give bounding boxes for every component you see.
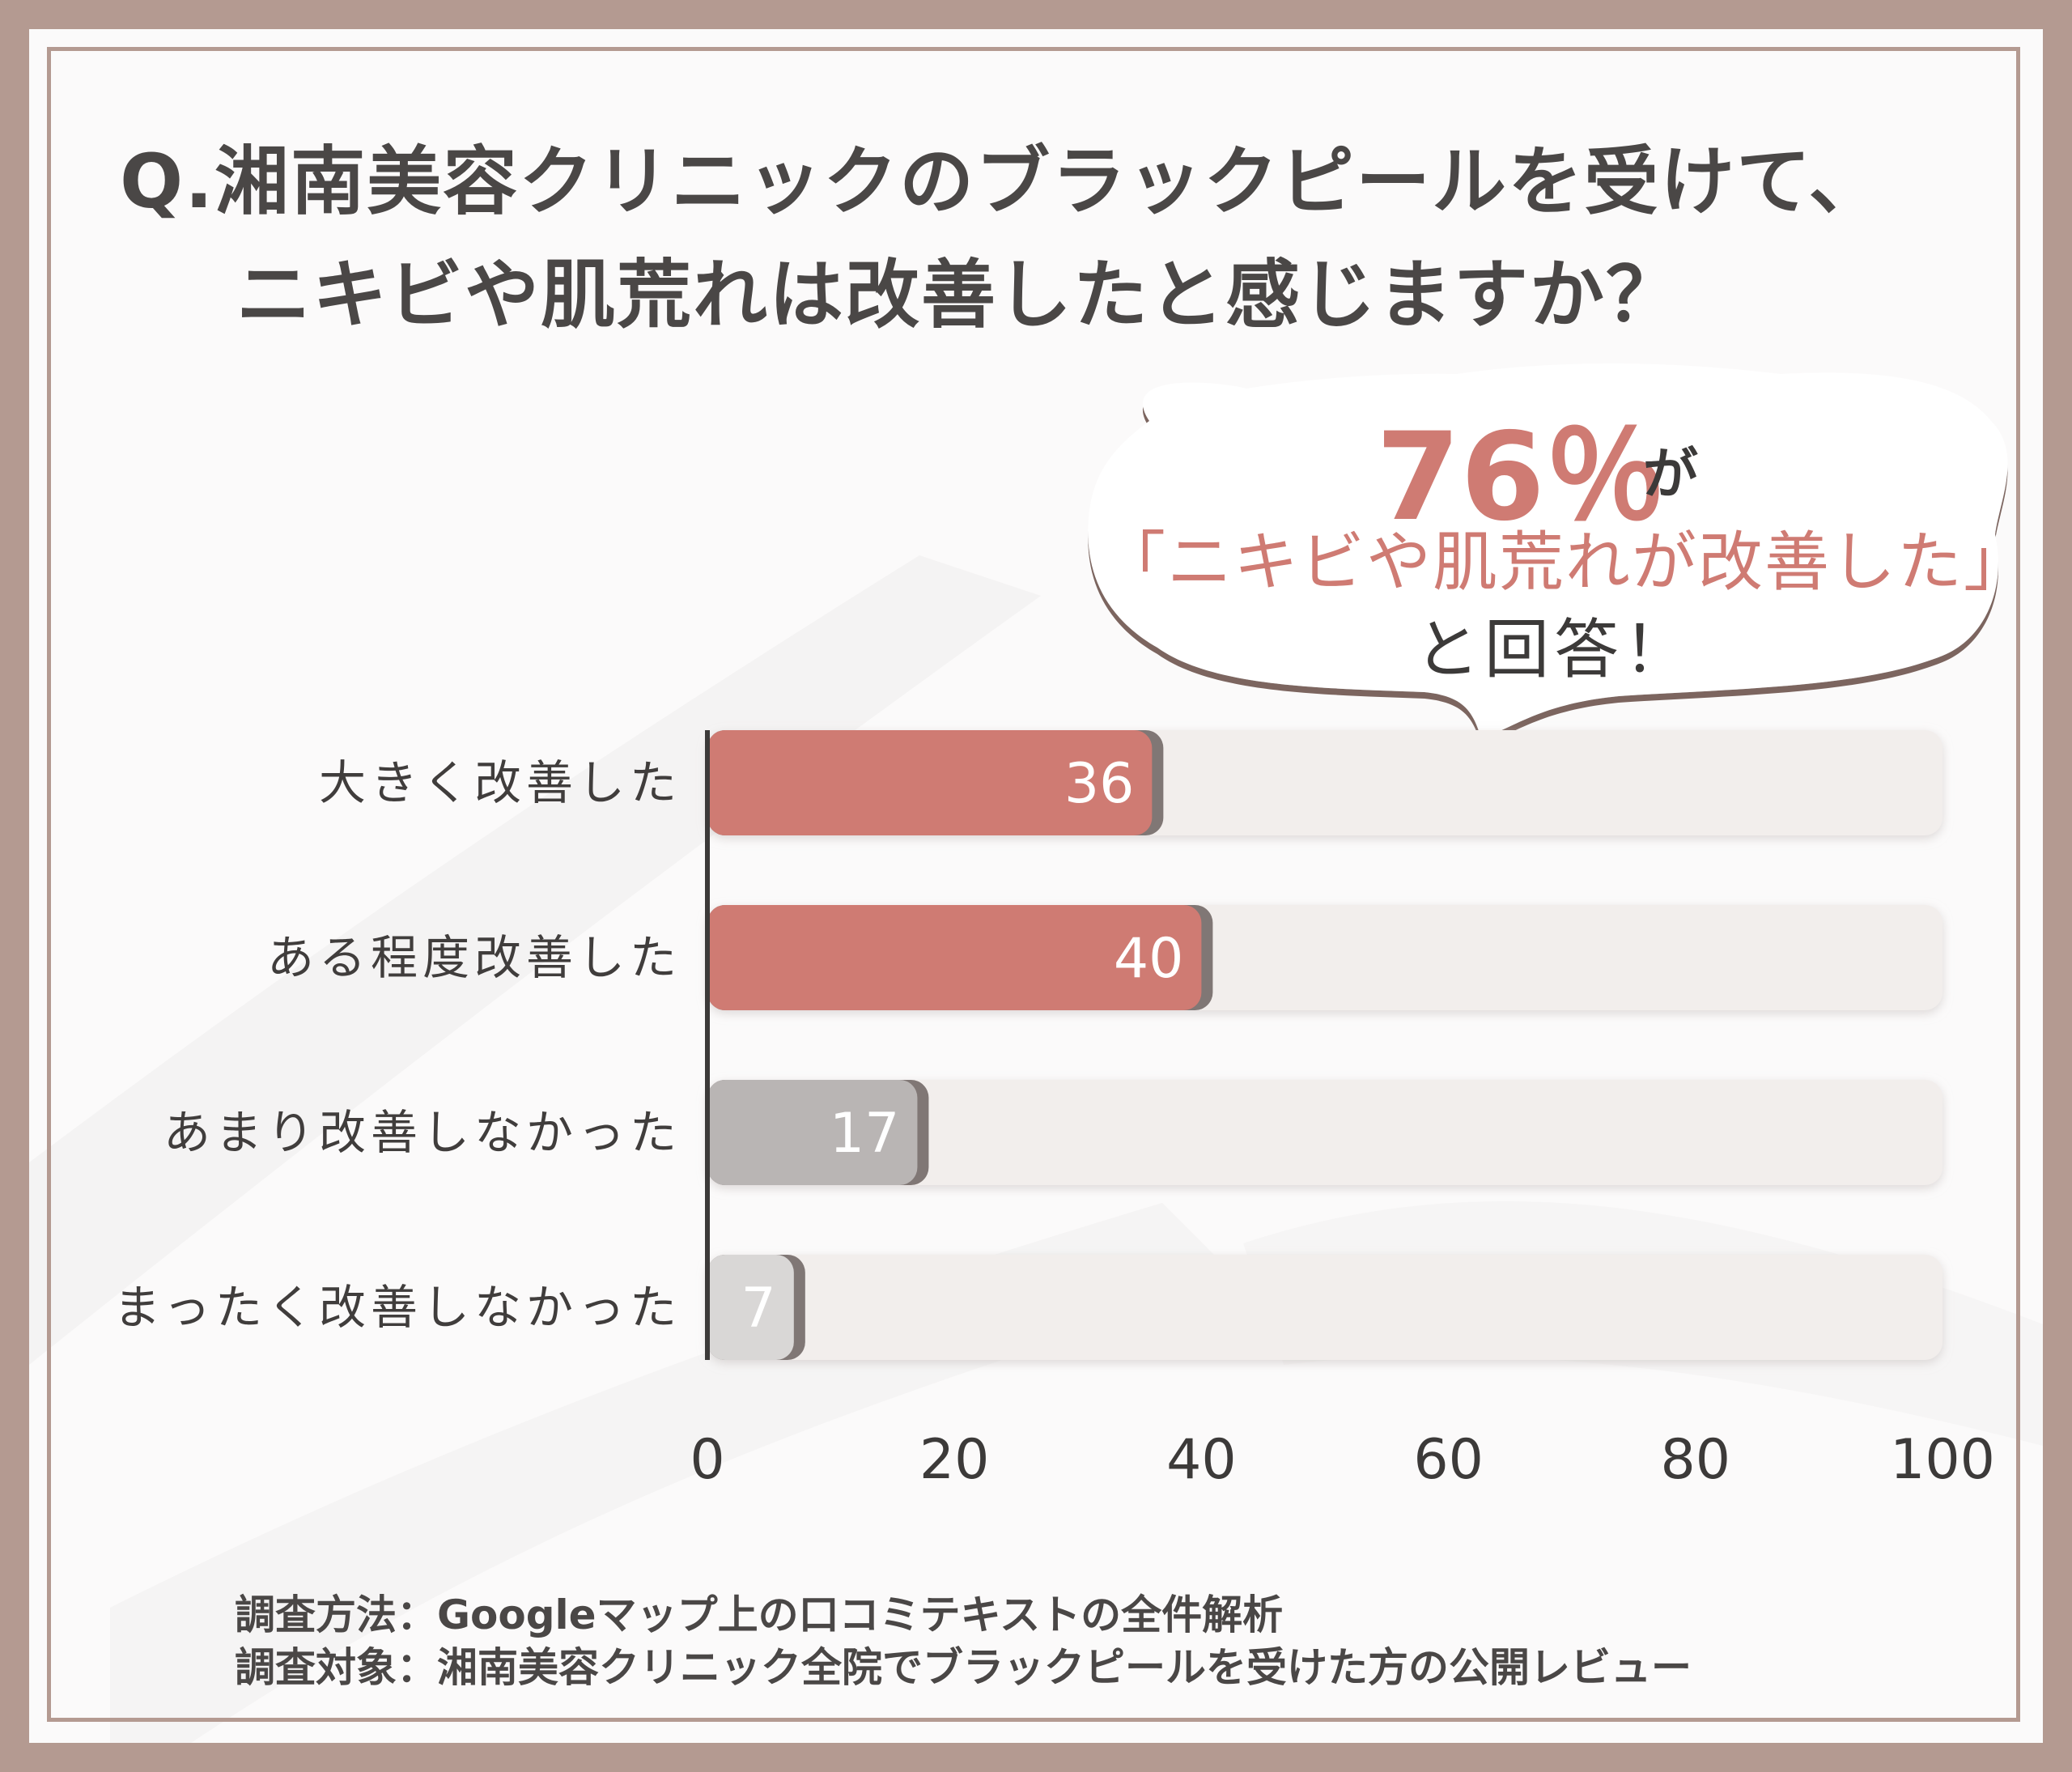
bar-track-2 bbox=[707, 1080, 1942, 1185]
bar-2 bbox=[707, 1080, 918, 1185]
x-tick-label-1: 20 bbox=[919, 1428, 990, 1492]
bar-3 bbox=[707, 1255, 794, 1360]
bar-0 bbox=[707, 730, 1153, 835]
x-tick-label-2: 40 bbox=[1166, 1428, 1237, 1492]
category-label-1: ある程度改善した bbox=[267, 930, 681, 985]
question-title-line-2: ニキビや肌荒れは改善したと感じますか？ bbox=[236, 252, 1683, 338]
bar-value-3: 7 bbox=[741, 1277, 776, 1341]
x-tick-label-3: 60 bbox=[1413, 1428, 1484, 1492]
question-title-line-1: Q.湘南美容クリニックのブラックピールを受けて、 bbox=[120, 138, 1885, 225]
bar-value-0: 36 bbox=[1064, 752, 1135, 816]
callout-suffix: が bbox=[1643, 443, 1699, 507]
callout-answer: と回答！ bbox=[1415, 612, 1693, 687]
x-tick-label-0: 0 bbox=[690, 1428, 724, 1492]
category-label-3: まったく改善しなかった bbox=[113, 1280, 681, 1335]
speech-bubble bbox=[1088, 363, 2008, 738]
bar-value-1: 40 bbox=[1114, 927, 1184, 991]
bar-1 bbox=[707, 905, 1202, 1010]
callout-percent: 76％ bbox=[1376, 407, 1667, 548]
category-label-0: 大きく改善した bbox=[319, 755, 681, 810]
x-tick-label-4: 80 bbox=[1661, 1428, 1731, 1492]
x-tick-label-5: 100 bbox=[1890, 1428, 1995, 1492]
bar-value-2: 17 bbox=[830, 1102, 900, 1166]
callout-quote: 「ニキビや肌荒れが改善した」 bbox=[1101, 525, 2030, 600]
category-label-2: あまり改善しなかった bbox=[163, 1105, 681, 1160]
footer-target: 調査対象：湘南美容クリニック全院でブラックピールを受けた方の公開レビュー bbox=[235, 1644, 1692, 1691]
bar-track-3 bbox=[707, 1255, 1942, 1360]
footer-method: 調査方法：Googleマップ上の口コミテキストの全件解析 bbox=[235, 1591, 1284, 1638]
frame-border bbox=[47, 47, 2020, 1722]
